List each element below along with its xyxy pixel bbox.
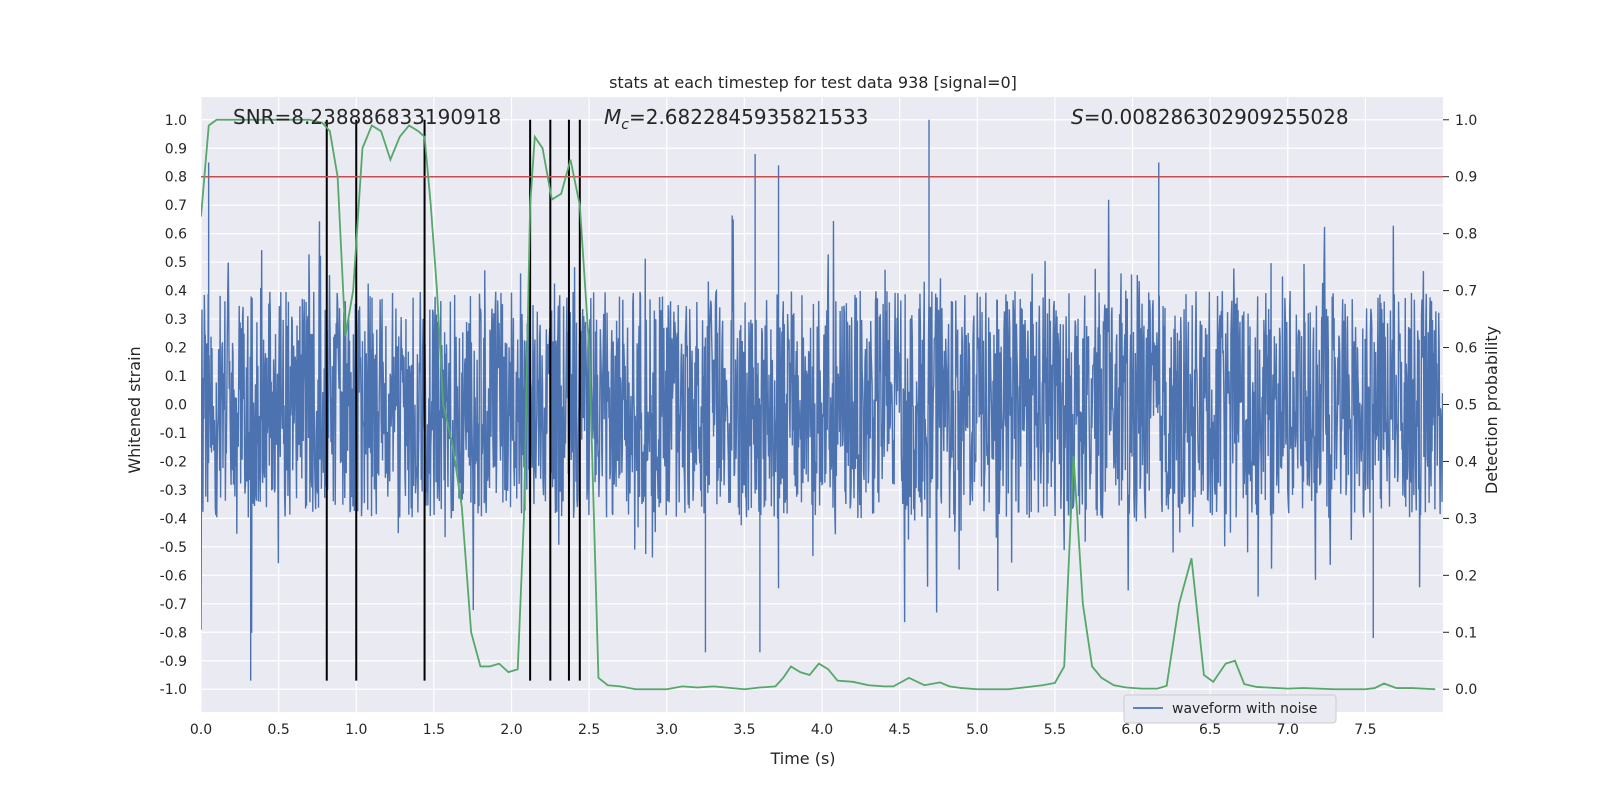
x-tick-label: 6.0 [1121, 722, 1143, 738]
y-left-tick-label: -0.3 [160, 483, 187, 499]
y-left-tick-label: 0.1 [165, 369, 187, 385]
y-left-tick-label: -1.0 [160, 682, 187, 698]
y-right-axis-ticks: 1.0 0.9 0.8 0.7 0.6 0.5 0.4 0.3 0.2 0.1 0.0 [1443, 113, 1477, 698]
x-tick-label: 7.5 [1354, 722, 1376, 738]
y-right-axis-label: Detection probability [1482, 326, 1501, 494]
mc-symbol: M [604, 105, 621, 129]
chirp-mass-annotation: Mc=2.6822845935821533 [604, 105, 868, 133]
s-symbol: S [1071, 105, 1084, 129]
x-tick-label: 4.5 [888, 722, 910, 738]
x-tick-label: 1.0 [345, 722, 367, 738]
x-tick-label: 0.5 [267, 722, 289, 738]
y-left-tick-label: -0.1 [160, 426, 187, 442]
y-left-tick-label: 0.5 [165, 255, 187, 271]
y-right-tick-label: 0.4 [1455, 454, 1477, 470]
y-right-tick-label: 0.5 [1455, 398, 1477, 414]
y-left-tick-label: -0.4 [160, 511, 187, 527]
x-tick-label: 5.5 [1044, 722, 1066, 738]
y-right-tick-label: 0.2 [1455, 568, 1477, 584]
y-right-tick-label: 0.0 [1455, 682, 1477, 698]
x-tick-label: 0.0 [190, 722, 212, 738]
y-right-tick-label: 0.9 [1455, 170, 1477, 186]
x-tick-label: 4.0 [811, 722, 833, 738]
y-left-tick-label: 0.6 [165, 227, 187, 243]
legend: waveform with noise [1123, 694, 1337, 724]
y-right-tick-label: 0.6 [1455, 341, 1477, 357]
detection-probability-line [201, 118, 1436, 691]
x-axis-label: Time (s) [769, 749, 835, 768]
x-tick-label: 3.0 [656, 722, 678, 738]
x-tick-label: 3.5 [733, 722, 755, 738]
x-axis-ticks: 0.0 0.5 1.0 1.5 2.0 2.5 3.0 3.5 4.0 4.5 5.0 5.5 6.0 6… [190, 722, 1377, 738]
x-tick-label: 5.0 [966, 722, 988, 738]
y-left-tick-label: -0.8 [160, 625, 187, 641]
s-annotation: S=0.008286302909255028 [1071, 105, 1349, 129]
y-left-tick-label: 0.3 [165, 312, 187, 328]
y-right-tick-label: 1.0 [1455, 113, 1477, 129]
x-tick-label: 6.5 [1199, 722, 1221, 738]
x-tick-label: 2.0 [500, 722, 522, 738]
x-tick-label: 1.5 [423, 722, 445, 738]
legend-label: waveform with noise [1172, 701, 1317, 717]
mc-value: =2.6822845935821533 [629, 105, 868, 129]
y-left-tick-label: 0.9 [165, 141, 187, 157]
y-left-tick-label: -0.9 [160, 654, 187, 670]
snr-annotation: SNR=8.238886833190918 [233, 105, 501, 129]
y-left-tick-label: 1.0 [165, 113, 187, 129]
mc-subscript: c [621, 117, 629, 133]
waveform-series [201, 119, 1443, 681]
y-left-tick-label: -0.5 [160, 540, 187, 556]
y-right-tick-label: 0.8 [1455, 227, 1477, 243]
y-right-tick-label: 0.3 [1455, 511, 1477, 527]
y-left-tick-label: 0.7 [165, 198, 187, 214]
s-value: =0.008286302909255028 [1084, 105, 1349, 129]
chart-title: stats at each timestep for test data 938… [609, 73, 1017, 92]
y-left-tick-label: 0.0 [165, 398, 187, 414]
x-tick-label: 7.0 [1277, 722, 1299, 738]
y-left-axis-label: Whitened strain [125, 346, 144, 473]
y-left-tick-label: -0.7 [160, 597, 187, 613]
y-left-tick-label: -0.2 [160, 454, 187, 470]
legend-box [1123, 694, 1337, 724]
y-left-tick-label: 0.8 [165, 170, 187, 186]
y-left-axis-ticks: 1.0 0.9 0.8 0.7 0.6 0.5 0.4 0.3 0.2 0.1 0.0 -0.1 -0.… [160, 113, 187, 698]
y-right-tick-label: 0.1 [1455, 625, 1477, 641]
x-tick-label: 2.5 [578, 722, 600, 738]
y-right-tick-label: 0.7 [1455, 284, 1477, 300]
waveform-path [201, 119, 1443, 681]
y-left-tick-label: -0.6 [160, 568, 187, 584]
y-left-tick-label: 0.2 [165, 341, 187, 357]
y-left-tick-label: 0.4 [165, 284, 187, 300]
